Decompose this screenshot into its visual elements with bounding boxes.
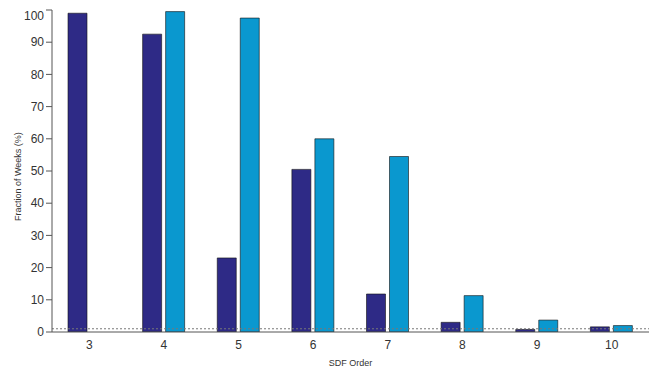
svg-text:20: 20 <box>31 261 45 275</box>
svg-text:Fraction of Weeks (%): Fraction of Weeks (%) <box>13 132 23 221</box>
svg-text:5: 5 <box>235 338 242 352</box>
svg-text:40: 40 <box>31 196 45 210</box>
svg-text:10: 10 <box>605 338 619 352</box>
svg-text:8: 8 <box>459 338 466 352</box>
svg-text:10: 10 <box>31 293 45 307</box>
svg-text:SDF Order: SDF Order <box>329 358 373 368</box>
svg-text:4: 4 <box>161 338 168 352</box>
svg-text:30: 30 <box>31 229 45 243</box>
svg-text:70: 70 <box>31 100 45 114</box>
svg-text:0: 0 <box>37 325 44 339</box>
svg-text:80: 80 <box>31 68 45 82</box>
svg-text:7: 7 <box>384 338 391 352</box>
svg-text:90: 90 <box>31 35 45 49</box>
svg-text:3: 3 <box>86 338 93 352</box>
svg-text:9: 9 <box>534 338 541 352</box>
svg-text:100: 100 <box>24 9 44 23</box>
svg-text:6: 6 <box>310 338 317 352</box>
svg-text:50: 50 <box>31 164 45 178</box>
svg-text:60: 60 <box>31 132 45 146</box>
